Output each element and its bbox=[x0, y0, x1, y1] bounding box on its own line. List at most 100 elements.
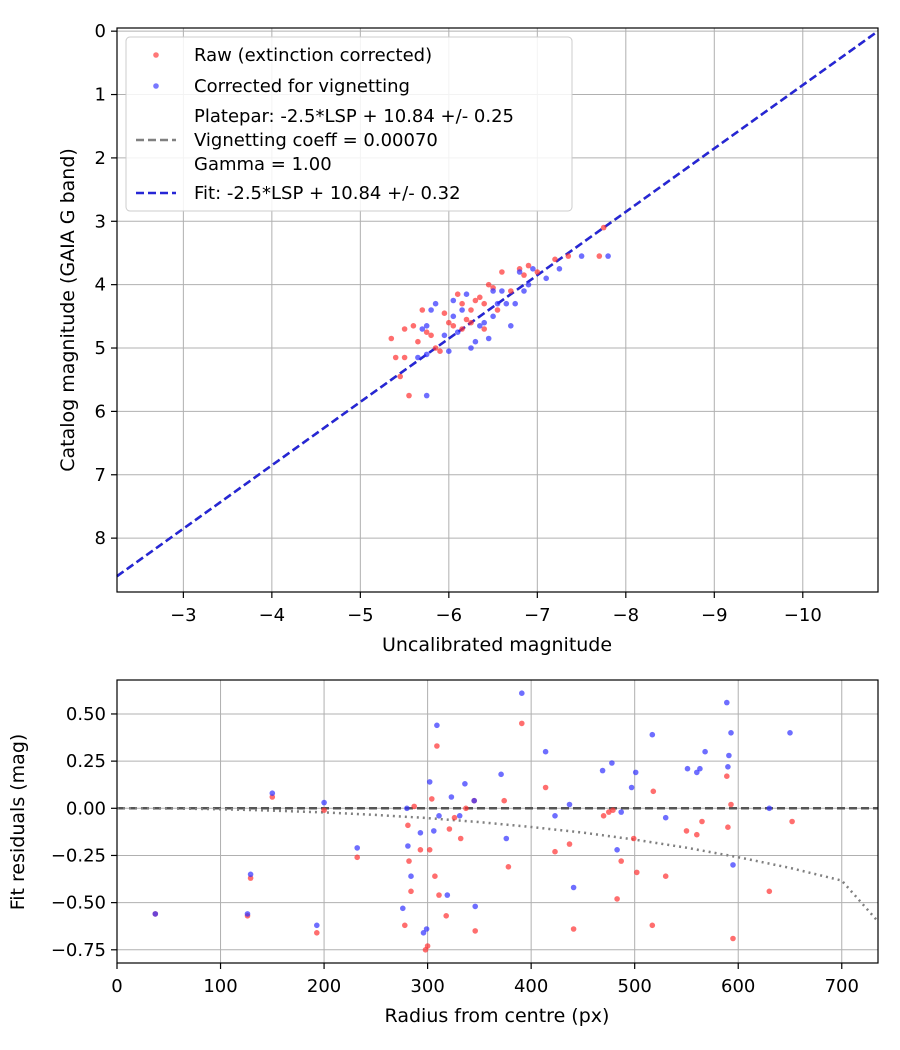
top-point-corrected-for-vignetting bbox=[454, 329, 461, 336]
bot-point-corrected-for-vignetting bbox=[628, 784, 635, 791]
bot-point-corrected-for-vignetting bbox=[702, 748, 708, 755]
bot-point-corrected-for-vignetting bbox=[632, 769, 639, 776]
magnitude-chart-frame bbox=[116, 27, 879, 593]
bot-point-raw-extinction-corrected bbox=[662, 873, 669, 879]
legend-platepar-label: Platepar: -2.5*LSP + 10.84 +/- 0.25 bbox=[194, 106, 514, 127]
bot-point-corrected-for-vignetting bbox=[456, 813, 463, 819]
residuals-chart-xlabel: Radius from centre (px) bbox=[385, 1005, 610, 1027]
bot-point-raw-extinction-corrected bbox=[426, 847, 433, 853]
legend-raw-marker bbox=[153, 52, 159, 58]
bot-point-raw-extinction-corrected bbox=[600, 813, 607, 819]
bot-point-corrected-for-vignetting bbox=[599, 767, 606, 774]
top-point-corrected-for-vignetting bbox=[530, 266, 536, 272]
bot-point-corrected-for-vignetting bbox=[566, 801, 573, 808]
bot-point-raw-extinction-corrected bbox=[552, 848, 558, 855]
bot-point-raw-extinction-corrected bbox=[724, 773, 730, 779]
bot-point-raw-extinction-corrected bbox=[402, 922, 408, 929]
top-point-raw-extinction-corrected bbox=[565, 253, 572, 259]
bot-xtick-label: 400 bbox=[514, 976, 548, 997]
bot-point-raw-extinction-corrected bbox=[472, 928, 479, 934]
top-point-raw-extinction-corrected bbox=[494, 307, 501, 313]
bot-point-corrected-for-vignetting bbox=[462, 781, 468, 787]
bot-point-corrected-for-vignetting bbox=[726, 752, 732, 759]
bot-ytick-label: −0.75 bbox=[51, 940, 106, 961]
bot-point-corrected-for-vignetting bbox=[321, 799, 327, 806]
top-point-raw-extinction-corrected bbox=[441, 310, 448, 317]
bot-point-raw-extinction-corrected bbox=[728, 801, 734, 808]
top-point-corrected-for-vignetting bbox=[516, 269, 523, 275]
bot-point-corrected-for-vignetting bbox=[694, 769, 700, 776]
bot-point-raw-extinction-corrected bbox=[694, 831, 700, 838]
top-point-raw-extinction-corrected bbox=[600, 224, 607, 231]
top-point-corrected-for-vignetting bbox=[459, 307, 465, 313]
top-ytick-label: 6 bbox=[95, 401, 106, 422]
top-point-corrected-for-vignetting bbox=[525, 281, 532, 288]
top-point-raw-extinction-corrected bbox=[410, 323, 417, 329]
top-point-raw-extinction-corrected bbox=[459, 326, 465, 332]
top-point-corrected-for-vignetting bbox=[512, 300, 518, 307]
bot-point-raw-extinction-corrected bbox=[570, 926, 577, 932]
top-point-corrected-for-vignetting bbox=[578, 253, 585, 259]
top-point-raw-extinction-corrected bbox=[481, 326, 488, 332]
top-point-raw-extinction-corrected bbox=[468, 319, 474, 326]
top-point-corrected-for-vignetting bbox=[508, 323, 514, 329]
top-ytick-label: 2 bbox=[95, 148, 106, 169]
bot-point-corrected-for-vignetting bbox=[354, 845, 361, 851]
bot-point-raw-extinction-corrected bbox=[614, 896, 620, 902]
bot-point-raw-extinction-corrected bbox=[463, 805, 469, 812]
bot-point-corrected-for-vignetting bbox=[436, 813, 442, 819]
top-point-raw-extinction-corrected bbox=[428, 332, 434, 339]
magnitude-chart-xlabel: Uncalibrated magnitude bbox=[382, 634, 612, 656]
top-point-raw-extinction-corrected bbox=[459, 300, 465, 307]
top-ytick-label: 7 bbox=[95, 465, 106, 486]
legend-gamma-label: Gamma = 1.00 bbox=[194, 154, 332, 175]
bot-point-raw-extinction-corrected bbox=[501, 797, 508, 804]
bot-point-raw-extinction-corrected bbox=[406, 858, 412, 864]
bot-point-corrected-for-vignetting bbox=[420, 930, 427, 936]
bot-point-raw-extinction-corrected bbox=[634, 869, 640, 876]
top-ytick-label: 1 bbox=[95, 85, 106, 106]
bot-point-raw-extinction-corrected bbox=[630, 835, 637, 842]
bot-point-raw-extinction-corrected bbox=[699, 818, 705, 825]
top-point-raw-extinction-corrected bbox=[485, 281, 492, 288]
bot-ytick-label: 0.25 bbox=[66, 751, 106, 772]
legend-vignetting-label: Vignetting coeff = 0.00070 bbox=[194, 130, 438, 151]
residuals-chart: 0 100 200 300 400 500 600 700 0.50 0.25 0.00 −0.25 −… bbox=[7, 679, 879, 1027]
residuals-chart-ylabel: Fit residuals (mag) bbox=[7, 734, 29, 911]
top-point-corrected-for-vignetting bbox=[419, 326, 426, 332]
top-ytick-label: 3 bbox=[95, 211, 106, 232]
bot-point-raw-extinction-corrected bbox=[443, 913, 450, 919]
bot-point-raw-extinction-corrected bbox=[321, 807, 327, 813]
bot-point-corrected-for-vignetting bbox=[434, 722, 440, 729]
top-point-raw-extinction-corrected bbox=[401, 326, 408, 332]
bot-point-corrected-for-vignetting bbox=[269, 790, 276, 796]
top-ytick-label: 8 bbox=[95, 528, 106, 549]
top-point-raw-extinction-corrected bbox=[472, 297, 479, 304]
top-xtick-label: −10 bbox=[784, 605, 822, 626]
bot-ytick-label: 0.50 bbox=[66, 704, 106, 725]
bot-point-corrected-for-vignetting bbox=[400, 905, 406, 912]
top-ytick-label: 4 bbox=[95, 275, 106, 296]
top-xtick-label: −8 bbox=[613, 605, 640, 626]
bot-xtick-label: 0 bbox=[111, 976, 122, 997]
bot-point-corrected-for-vignetting bbox=[609, 760, 615, 766]
top-point-corrected-for-vignetting bbox=[415, 354, 421, 361]
bot-xtick-label: 200 bbox=[307, 976, 341, 997]
top-point-corrected-for-vignetting bbox=[432, 300, 439, 307]
top-point-raw-extinction-corrected bbox=[415, 338, 421, 345]
top-point-corrected-for-vignetting bbox=[423, 392, 430, 399]
top-ytick-label: 5 bbox=[95, 338, 106, 359]
bot-point-corrected-for-vignetting bbox=[519, 690, 525, 696]
bot-point-corrected-for-vignetting bbox=[247, 871, 254, 878]
top-point-raw-extinction-corrected bbox=[454, 291, 461, 298]
bot-point-corrected-for-vignetting bbox=[766, 805, 773, 812]
top-point-raw-extinction-corrected bbox=[534, 269, 541, 275]
top-xtick-label: −7 bbox=[524, 605, 551, 626]
magnitude-chart-ylabel: Catalog magnitude (GAIA G band) bbox=[57, 148, 79, 472]
top-point-raw-extinction-corrected bbox=[419, 307, 426, 313]
bot-point-corrected-for-vignetting bbox=[431, 828, 437, 834]
bot-point-corrected-for-vignetting bbox=[152, 911, 159, 917]
top-point-raw-extinction-corrected bbox=[450, 323, 457, 329]
bot-point-corrected-for-vignetting bbox=[552, 813, 558, 819]
